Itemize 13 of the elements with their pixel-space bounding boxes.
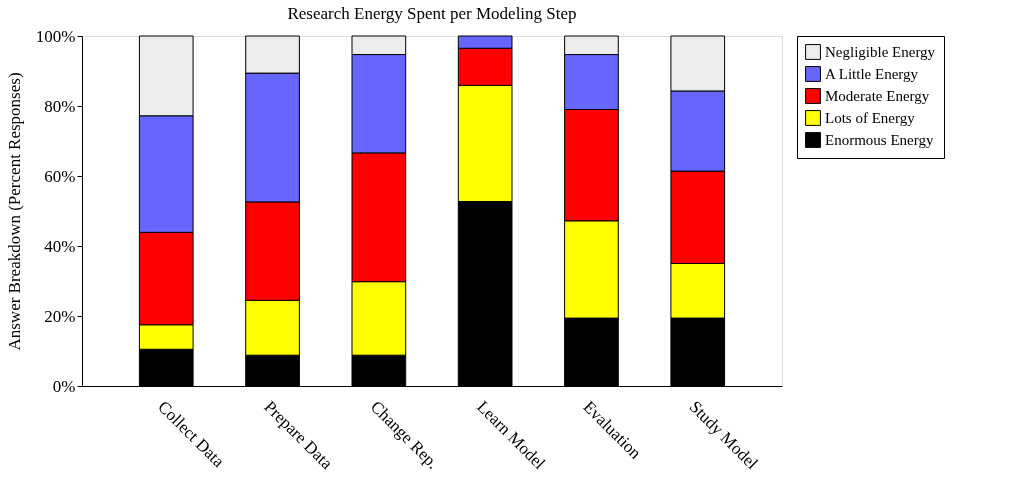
y-tick-label: 20% — [44, 306, 76, 326]
y-tick-label: 100% — [35, 26, 76, 46]
legend-label: Enormous Energy — [825, 132, 934, 148]
y-tick-label: 80% — [44, 96, 76, 116]
legend-label: Moderate Energy — [825, 88, 930, 104]
legend-label: A Little Energy — [825, 66, 919, 82]
chart-title: Research Energy Spent per Modeling Step — [287, 4, 577, 23]
y-axis-title: Answer Breakdown (Percent Responses) — [4, 72, 24, 351]
y-tick-label: 60% — [44, 166, 76, 186]
y-tick-label: 0% — [52, 376, 76, 396]
legend-label: Lots of Energy — [825, 110, 916, 126]
y-tick-label: 40% — [44, 236, 76, 256]
legend-label: Negligible Energy — [825, 44, 936, 60]
